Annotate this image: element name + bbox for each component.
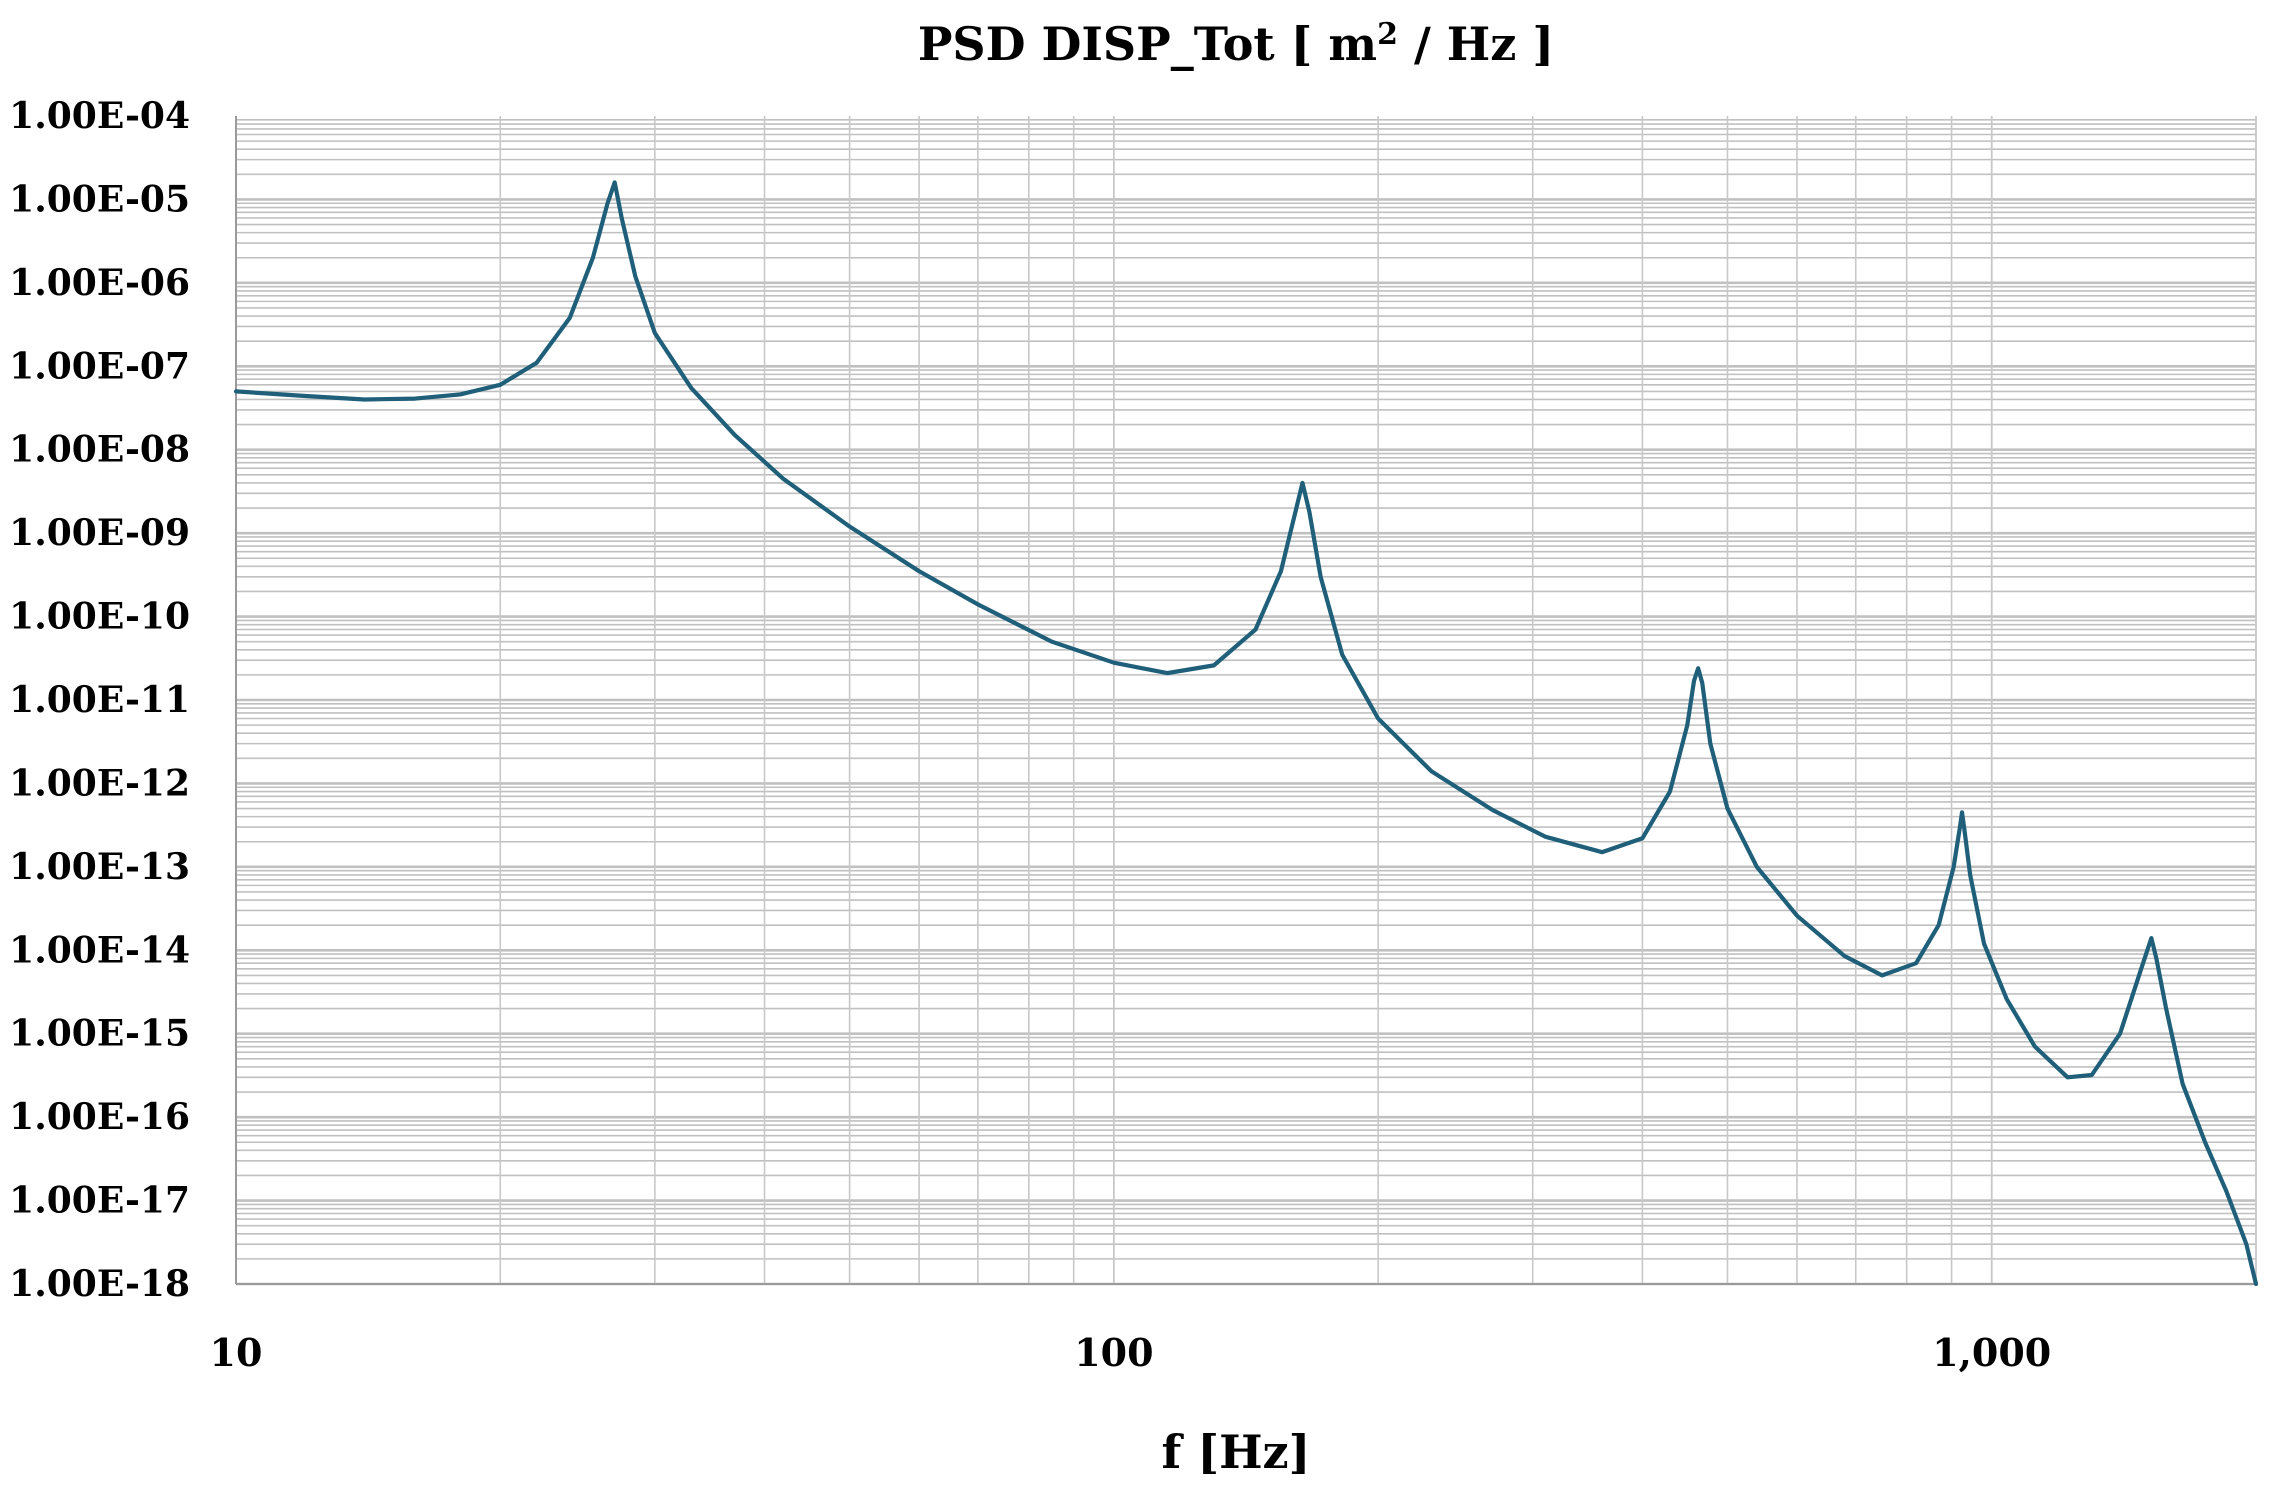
chart-title: PSD DISP_Tot [ m2 / Hz ] <box>918 17 1554 71</box>
chart-title-end: / Hz ] <box>1398 17 1554 71</box>
x-tick-label: 1,000 <box>1932 1330 2051 1375</box>
y-tick-label: 1.00E-10 <box>9 596 190 638</box>
y-tick-label: 1.00E-17 <box>9 1180 190 1222</box>
chart-title-superscript: 2 <box>1377 17 1398 52</box>
x-axis-label: f [Hz] <box>1162 1425 1311 1479</box>
y-tick-labels: 1.00E-04 1.00E-05 1.00E-06 1.00E-07 1.00E-08… <box>9 95 190 1305</box>
y-tick-label: 1.00E-11 <box>9 679 190 721</box>
y-tick-label: 1.00E-16 <box>9 1096 190 1138</box>
x-tick-label: 100 <box>1074 1330 1153 1375</box>
y-tick-label: 1.00E-18 <box>9 1263 190 1305</box>
y-tick-label: 1.00E-13 <box>9 846 190 888</box>
x-tick-label: 10 <box>210 1330 263 1375</box>
y-tick-label: 1.00E-14 <box>9 929 190 971</box>
axes <box>235 116 2257 1285</box>
psd-series-line <box>233 180 2259 1287</box>
y-tick-label: 1.00E-04 <box>9 95 190 137</box>
chart-title-main: PSD DISP_Tot [ m <box>918 17 1377 71</box>
y-tick-label: 1.00E-15 <box>9 1013 190 1055</box>
series-layer <box>233 180 2259 1287</box>
y-tick-label: 1.00E-05 <box>9 178 190 220</box>
y-tick-label: 1.00E-06 <box>9 262 190 304</box>
y-tick-label: 1.00E-07 <box>9 345 190 387</box>
x-tick-labels: 10 100 1,000 <box>210 1330 2052 1375</box>
y-tick-label: 1.00E-08 <box>9 429 190 471</box>
y-tick-label: 1.00E-12 <box>9 762 190 804</box>
y-tick-label: 1.00E-09 <box>9 512 190 554</box>
